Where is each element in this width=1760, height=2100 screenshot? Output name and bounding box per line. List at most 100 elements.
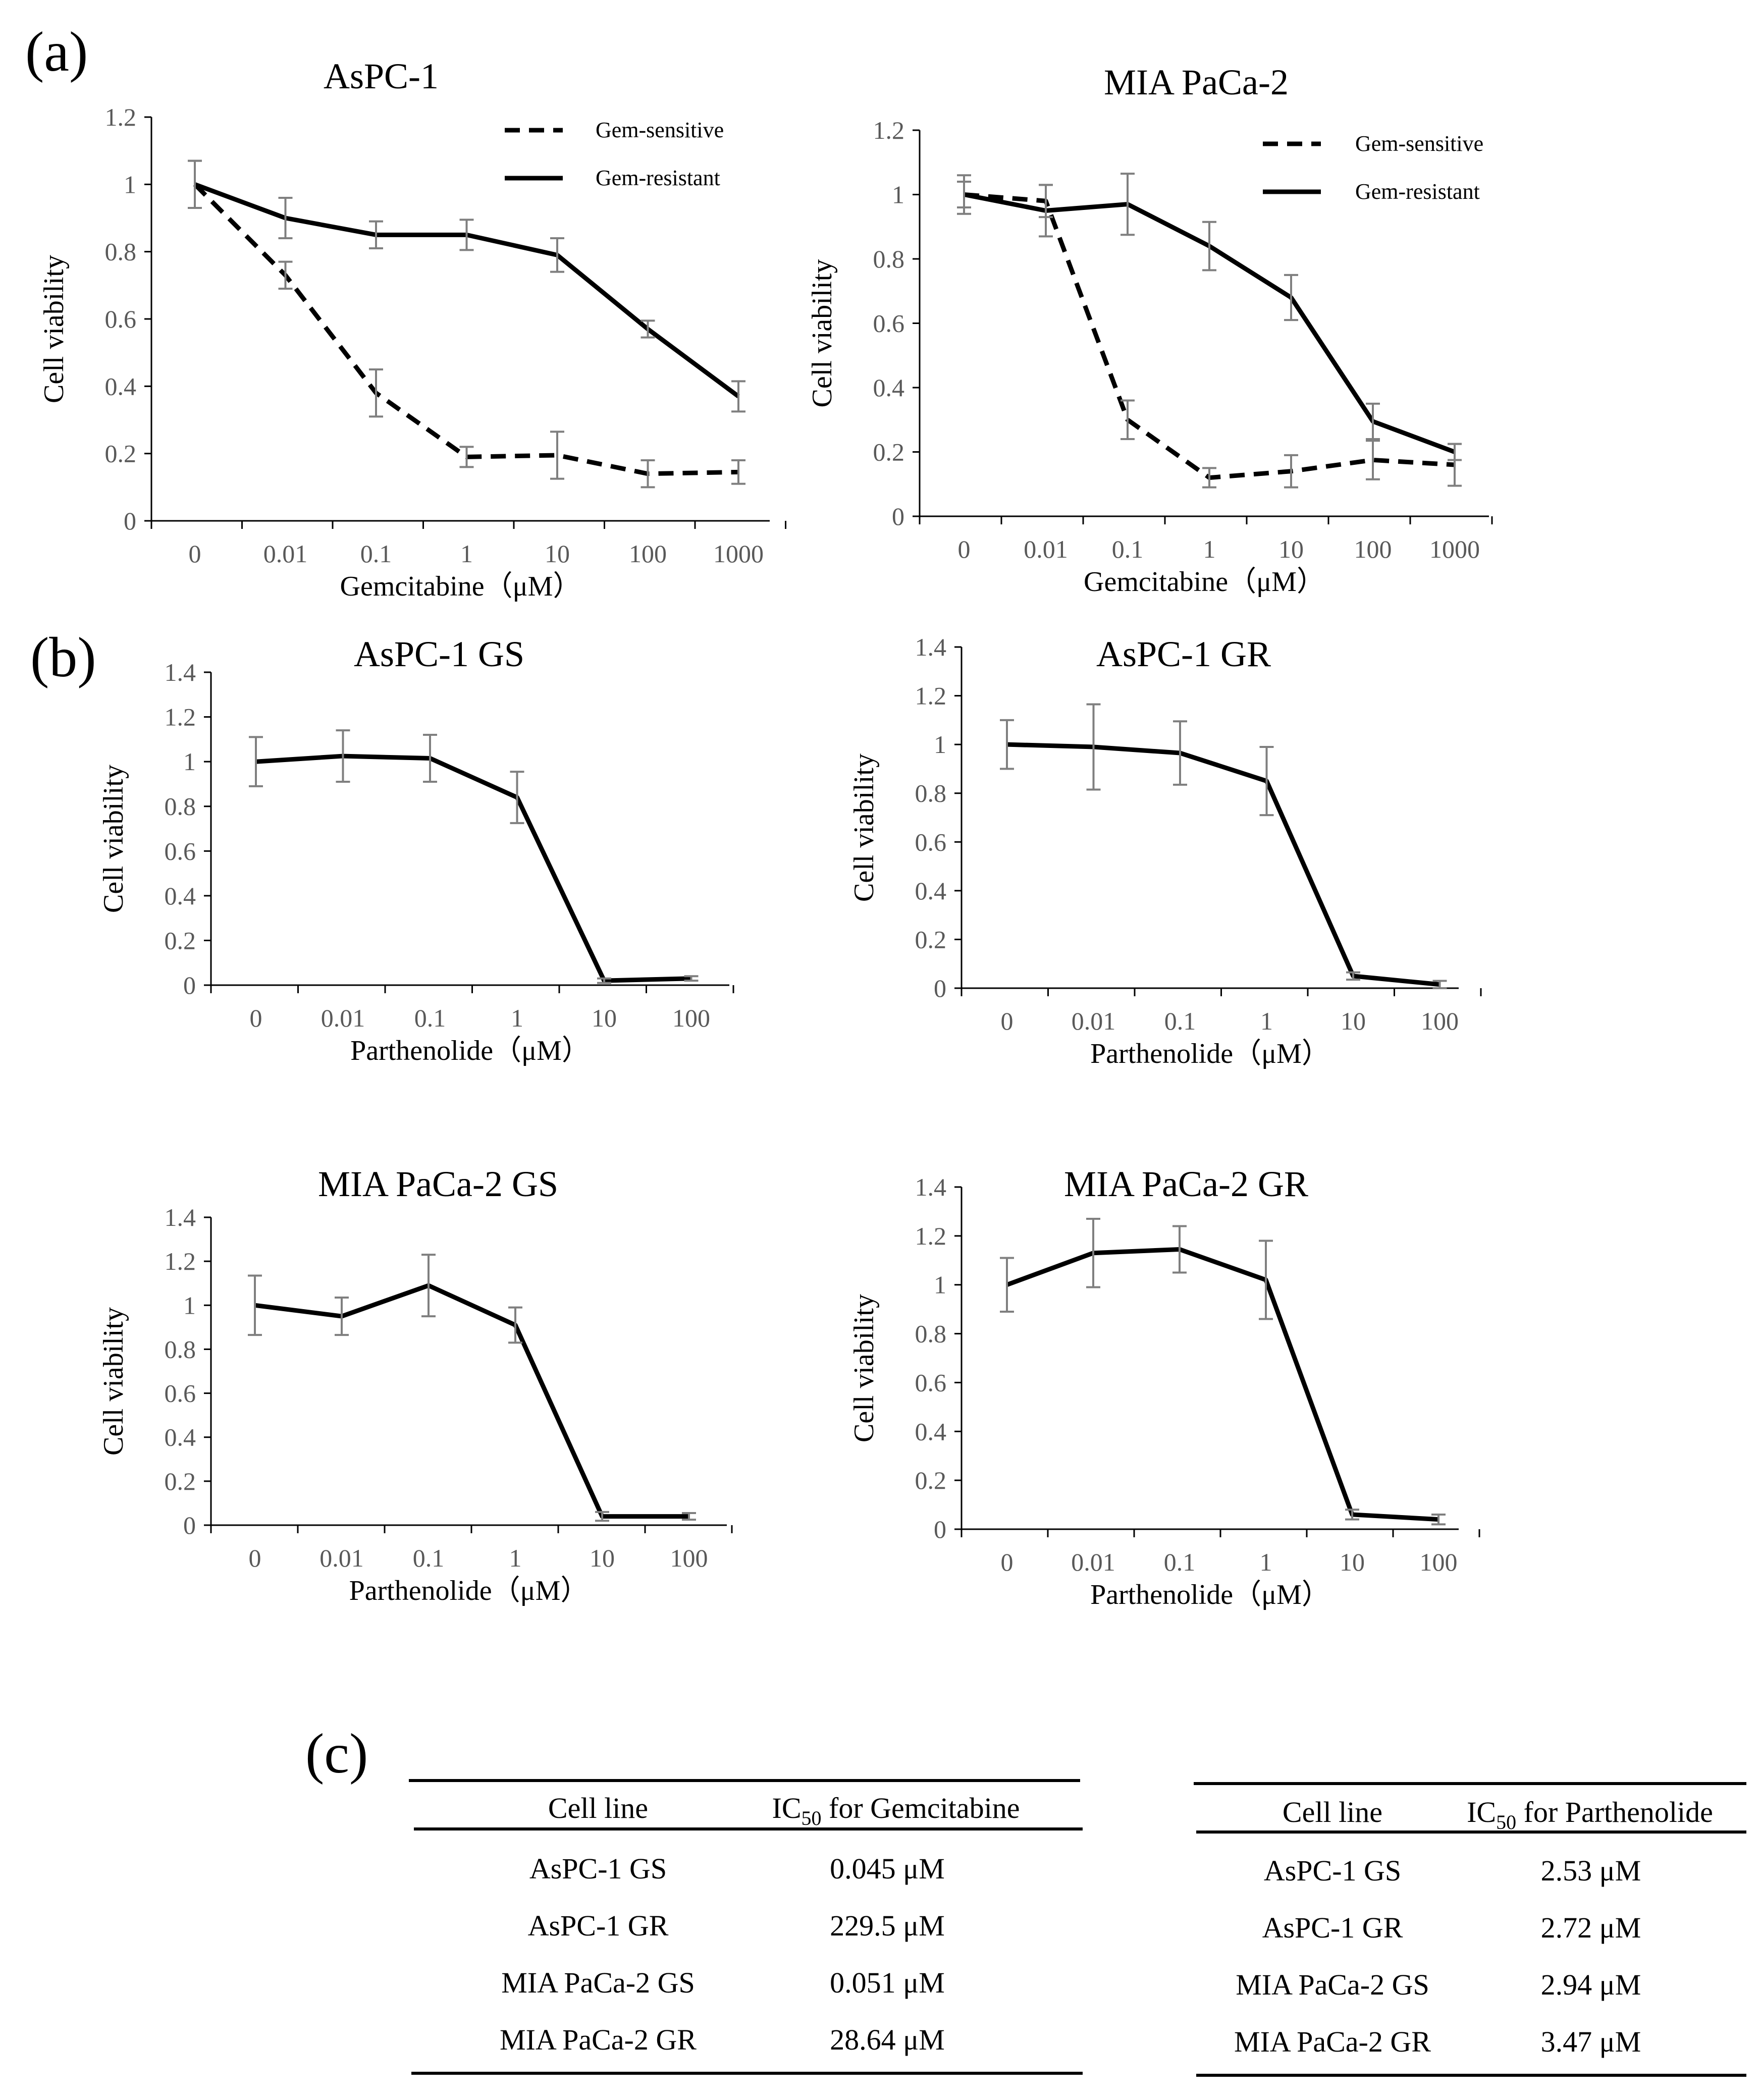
x-tick-label: 100: [670, 1544, 708, 1572]
x-tick-label: 1000: [1429, 535, 1480, 563]
table-cell-cell-line: MIA PaCa-2 GS: [501, 1966, 695, 1999]
error-bar: [1086, 1217, 1100, 1288]
x-tick-label: 0.01: [1071, 1548, 1115, 1576]
y-tick-label: 1.4: [165, 658, 196, 686]
table-cell-cell-line: AsPC-1 GR: [1262, 1911, 1403, 1944]
y-tick-label: 1.2: [915, 1222, 947, 1250]
x-tick-label: 1: [1260, 1007, 1273, 1035]
series-line-solid: [254, 1283, 689, 1519]
chart-aspc1-gr-parthenolide: AsPC-1 GR 0 0.2 0.4 0.6 0.8 1 1.2 1.4 0 0.01 0.1 1 10…: [848, 633, 1482, 1069]
y-tick-label: 0: [892, 502, 904, 530]
y-tick-label: 0.2: [915, 925, 947, 953]
error-bar: [1000, 719, 1014, 770]
table-cell-ic50: 2.53 μM: [1541, 1854, 1641, 1887]
chart-title: AsPC-1: [324, 56, 439, 96]
error-bar: [1284, 274, 1298, 321]
y-tick-label: 0.2: [915, 1466, 947, 1494]
y-tick-label: 0.4: [105, 372, 137, 400]
x-axis-label: Gemcitabine（μM）: [340, 571, 581, 602]
ic-label: IC: [772, 1792, 802, 1824]
y-tick-label: 1: [183, 1291, 196, 1319]
y-tick-label: 1.2: [873, 116, 905, 144]
error-bar: [423, 734, 437, 783]
x-axis-label: Parthenolide（μM）: [1090, 1038, 1330, 1069]
x-tick-label: 1: [1203, 535, 1216, 563]
error-bar: [508, 1306, 522, 1344]
error-bar: [1448, 443, 1462, 461]
y-axis-label: Cell viability: [848, 753, 880, 902]
error-bar: [369, 220, 383, 249]
x-tick-label: 10: [1341, 1007, 1366, 1035]
y-tick-label: 1: [892, 181, 904, 209]
x-tick-label: 1000: [713, 540, 764, 568]
x-tick-label: 100: [1420, 1548, 1458, 1576]
x-tick-label: 10: [590, 1544, 615, 1572]
x-tick-label: 1: [511, 1004, 523, 1032]
table-cell-cell-line: MIA PaCa-2 GS: [1236, 1968, 1429, 2001]
x-tick-label: 0.01: [1072, 1007, 1116, 1035]
error-bar: [1284, 454, 1298, 489]
y-tick-label: 0.4: [915, 1417, 947, 1445]
y-tick-label: 0.6: [165, 1379, 196, 1408]
x-tick-label: 0.1: [1164, 1007, 1196, 1035]
x-tick-label: 0: [1001, 1007, 1014, 1035]
error-bar: [1366, 440, 1380, 480]
table-ic50-gemcitabine: Cell line IC50 for Gemcitabine AsPC-1 GS…: [409, 1779, 1083, 2075]
x-tick-label: 10: [592, 1004, 617, 1032]
y-tick-label: 0.8: [915, 779, 947, 807]
x-tick-label: 0.1: [413, 1544, 445, 1572]
table-header-cell-line: Cell line: [1283, 1796, 1382, 1828]
chart-aspc1-gemcitabine: AsPC-1 0 0.2 0.4 0.6 0.8 1 1.2 0 0.01 0.1 1 10 100 100…: [38, 56, 786, 602]
error-bar: [550, 430, 564, 480]
x-tick-label: 100: [629, 540, 667, 568]
error-bar: [336, 729, 350, 783]
error-bar: [278, 260, 293, 290]
table-header-cell-line: Cell line: [548, 1792, 648, 1824]
chart-title: MIA PaCa-2 GS: [318, 1164, 558, 1204]
y-tick-label: 0.2: [873, 438, 905, 466]
x-tick-label: 0: [189, 540, 201, 568]
error-bar: [641, 319, 655, 339]
ic-suffix: for Gemcitabine: [822, 1792, 1020, 1824]
y-tick-label: 0.8: [165, 1335, 196, 1363]
y-tick-label: 0.4: [165, 1423, 196, 1451]
table-cell-cell-line: MIA PaCa-2 GR: [1234, 2025, 1431, 2058]
error-bar: [1121, 399, 1135, 440]
error-bar: [684, 975, 699, 982]
panel-label-b: (b): [30, 626, 96, 689]
x-tick-label: 0: [958, 535, 971, 563]
y-axis-label: Cell viability: [38, 255, 70, 403]
y-tick-label: 1: [934, 1271, 946, 1299]
y-tick-label: 0.6: [915, 828, 947, 856]
error-bar: [1431, 1513, 1446, 1526]
chart-title: MIA PaCa-2: [1104, 62, 1289, 102]
y-tick-label: 1: [124, 170, 136, 198]
table-cell-ic50: 3.47 μM: [1541, 2025, 1641, 2058]
table-cell-ic50: 229.5 μM: [830, 1909, 945, 1942]
y-tick-label: 1.2: [165, 1247, 196, 1275]
y-tick-label: 0: [183, 971, 196, 999]
table-header-ic50: IC50 for Gemcitabine: [772, 1792, 1020, 1829]
y-tick-label: 0.4: [873, 373, 905, 402]
error-bar: [278, 197, 293, 239]
error-bar: [731, 459, 745, 485]
error-bar: [369, 368, 383, 418]
panel-label-a: (a): [25, 21, 88, 83]
chart-miapaca2-gr-parthenolide: MIA PaCa-2 GR 0 0.2 0.4 0.6 0.8 1 1.2 1.4 0 0.01 0.…: [848, 1164, 1480, 1610]
x-tick-label: 10: [1278, 535, 1304, 563]
ic-subscript: 50: [1496, 1811, 1516, 1834]
panel-label-c: (c): [305, 1722, 368, 1785]
table-header-ic50: IC50 for Parthenolide: [1467, 1796, 1713, 1834]
y-axis-label: Cell viability: [807, 259, 838, 408]
error-bar: [1172, 1225, 1187, 1274]
x-axis-label: Gemcitabine（μM）: [1084, 566, 1325, 598]
chart-title: AsPC-1 GR: [1096, 634, 1271, 674]
error-bar: [188, 159, 202, 209]
error-bar: [1345, 1509, 1359, 1521]
x-tick-label: 1: [1260, 1548, 1272, 1576]
error-bar: [421, 1254, 436, 1318]
series-line-solid: [1006, 742, 1440, 987]
x-axis-label: Parthenolide（μM）: [349, 1575, 589, 1606]
y-tick-label: 0.6: [873, 309, 905, 338]
series-line-solid: [255, 753, 691, 983]
